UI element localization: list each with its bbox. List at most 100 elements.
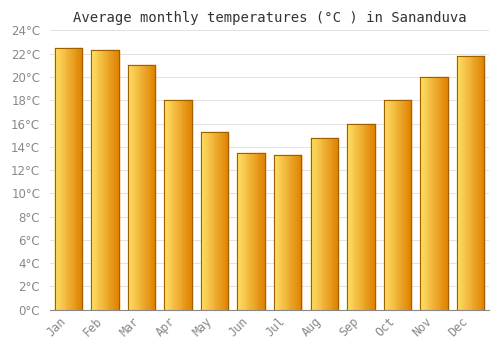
Bar xyxy=(319,138,320,310)
Bar xyxy=(260,153,261,310)
Bar xyxy=(274,155,275,310)
Bar xyxy=(440,77,442,310)
Bar xyxy=(226,132,228,310)
Bar xyxy=(256,153,258,310)
Bar xyxy=(54,48,56,310)
Bar xyxy=(348,124,349,310)
Bar xyxy=(394,100,396,310)
Bar xyxy=(422,77,423,310)
Bar xyxy=(116,50,117,310)
Bar xyxy=(250,153,251,310)
Bar xyxy=(384,100,386,310)
Bar xyxy=(189,100,190,310)
Bar xyxy=(113,50,114,310)
Bar xyxy=(474,56,475,310)
Bar xyxy=(69,48,70,310)
Bar xyxy=(166,100,167,310)
Bar xyxy=(357,124,358,310)
Bar xyxy=(165,100,166,310)
Bar xyxy=(95,50,96,310)
Bar xyxy=(425,77,426,310)
Bar xyxy=(188,100,189,310)
Bar xyxy=(287,155,288,310)
Bar xyxy=(204,132,206,310)
Bar xyxy=(64,48,66,310)
Bar xyxy=(143,65,144,310)
Bar xyxy=(201,132,202,310)
Bar xyxy=(401,100,402,310)
Bar xyxy=(94,50,95,310)
Bar xyxy=(295,155,296,310)
Bar xyxy=(167,100,168,310)
Bar xyxy=(168,100,169,310)
Bar xyxy=(175,100,176,310)
Bar xyxy=(460,56,462,310)
Bar xyxy=(280,155,281,310)
Bar xyxy=(224,132,226,310)
Bar xyxy=(221,132,222,310)
Bar xyxy=(68,48,69,310)
Bar xyxy=(369,124,370,310)
Bar xyxy=(134,65,135,310)
Bar xyxy=(261,153,262,310)
Bar xyxy=(386,100,388,310)
Bar xyxy=(255,153,256,310)
Bar xyxy=(176,100,177,310)
Bar xyxy=(244,153,246,310)
Bar xyxy=(392,100,393,310)
Bar xyxy=(58,48,59,310)
Bar xyxy=(136,65,137,310)
Bar xyxy=(468,56,469,310)
Bar xyxy=(388,100,389,310)
Bar xyxy=(457,56,458,310)
Bar xyxy=(478,56,479,310)
Bar xyxy=(222,132,223,310)
Bar xyxy=(106,50,108,310)
Bar xyxy=(465,56,466,310)
Bar xyxy=(207,132,208,310)
Bar xyxy=(102,50,103,310)
Bar xyxy=(356,124,357,310)
Bar xyxy=(296,155,297,310)
Bar xyxy=(393,100,394,310)
Bar xyxy=(372,124,373,310)
Bar xyxy=(240,153,241,310)
Bar xyxy=(396,100,398,310)
Bar xyxy=(464,56,465,310)
Bar xyxy=(283,155,284,310)
Bar xyxy=(263,153,264,310)
Bar xyxy=(140,65,141,310)
Bar xyxy=(219,132,220,310)
Bar xyxy=(243,153,244,310)
Bar xyxy=(220,132,221,310)
Bar xyxy=(288,155,290,310)
Bar xyxy=(71,48,72,310)
Bar xyxy=(391,100,392,310)
Bar xyxy=(242,153,243,310)
Bar xyxy=(366,124,368,310)
Bar xyxy=(152,65,154,310)
Bar xyxy=(142,65,143,310)
Bar xyxy=(370,124,371,310)
Bar xyxy=(81,48,82,310)
Bar xyxy=(208,132,209,310)
Bar xyxy=(434,77,435,310)
Bar xyxy=(347,124,348,310)
Bar xyxy=(59,48,60,310)
Bar xyxy=(469,56,470,310)
Bar xyxy=(264,153,265,310)
Bar xyxy=(433,77,434,310)
Bar xyxy=(78,48,79,310)
Bar xyxy=(350,124,351,310)
Bar xyxy=(191,100,192,310)
Bar xyxy=(442,77,443,310)
Bar xyxy=(438,77,440,310)
Bar xyxy=(284,155,285,310)
Bar xyxy=(475,56,476,310)
Bar xyxy=(332,138,334,310)
Bar xyxy=(135,65,136,310)
Bar xyxy=(103,50,104,310)
Bar xyxy=(477,56,478,310)
Bar xyxy=(218,132,219,310)
Bar xyxy=(177,100,178,310)
